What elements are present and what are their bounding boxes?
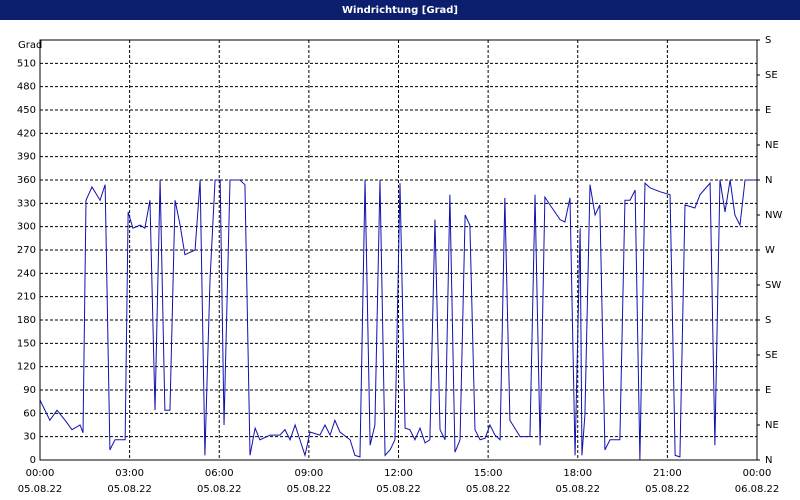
x-tick-label: 15:00 [474, 468, 503, 479]
y-tick-label: 420 [17, 128, 36, 139]
y-tick-label: 450 [17, 105, 36, 116]
x-tick-label: 21:00 [653, 468, 682, 479]
y-tick-label: 360 [17, 175, 36, 186]
y2-tick-label: NE [765, 420, 779, 431]
y2-tick-label: NW [765, 210, 782, 221]
y2-tick-label: SW [765, 280, 781, 291]
chart-title: Windrichtung [Grad] [342, 5, 458, 16]
y-tick-label: 330 [17, 198, 36, 209]
y-tick-label: 300 [17, 222, 36, 233]
y-tick-label: 270 [17, 245, 36, 256]
x-tick-date: 05.08.22 [287, 484, 332, 495]
y-tick-label: 120 [17, 362, 36, 373]
x-tick-date: 05.08.22 [376, 484, 421, 495]
y-tick-label: 210 [17, 292, 36, 303]
y2-tick-label: S [765, 35, 771, 46]
y-tick-label: 30 [23, 432, 36, 443]
x-tick-date: 05.08.22 [645, 484, 690, 495]
y2-tick-label: NE [765, 140, 779, 151]
x-tick-label: 00:00 [743, 468, 772, 479]
x-tick-label: 06:00 [205, 468, 234, 479]
y2-tick-label: N [765, 455, 772, 466]
y-tick-label: 180 [17, 315, 36, 326]
y2-tick-label: E [765, 385, 771, 396]
data-line [39, 179, 757, 461]
y2-tick-label: W [765, 245, 775, 256]
title-bar [0, 0, 800, 20]
y2-tick-label: S [765, 315, 771, 326]
y-tick-label: 60 [23, 408, 36, 419]
x-tick-label: 09:00 [294, 468, 323, 479]
y-tick-label: 240 [17, 268, 36, 279]
y2-tick-label: N [765, 175, 772, 186]
labels: 0 30 60 90 120 150 180 210 240 270 300 330 360 390 420… [17, 35, 783, 495]
y-tick-label: 390 [17, 152, 36, 163]
x-tick-date: 05.08.22 [197, 484, 242, 495]
y-tick-label: 510 [17, 58, 36, 69]
y-tick-label: 150 [17, 338, 36, 349]
plot [39, 179, 757, 461]
x-tick-label: 12:00 [384, 468, 413, 479]
x-tick-date: 05.08.22 [555, 484, 600, 495]
y-tick-label: 480 [17, 82, 36, 93]
y-tick-label: 0 [30, 455, 36, 466]
y-axis-label: Grad [18, 40, 42, 51]
x-tick-label: 00:00 [26, 468, 55, 479]
x-tick-date: 05.08.22 [18, 484, 63, 495]
y2-tick-label: E [765, 105, 771, 116]
x-tick-label: 18:00 [563, 468, 592, 479]
x-tick-date: 05.08.22 [466, 484, 511, 495]
x-tick-date: 06.08.22 [735, 484, 780, 495]
x-tick-date: 05.08.22 [107, 484, 152, 495]
y2-tick-label: SE [765, 70, 778, 81]
y-tick-label: 90 [23, 385, 36, 396]
y2-tick-label: SE [765, 350, 778, 361]
x-tick-label: 03:00 [115, 468, 144, 479]
